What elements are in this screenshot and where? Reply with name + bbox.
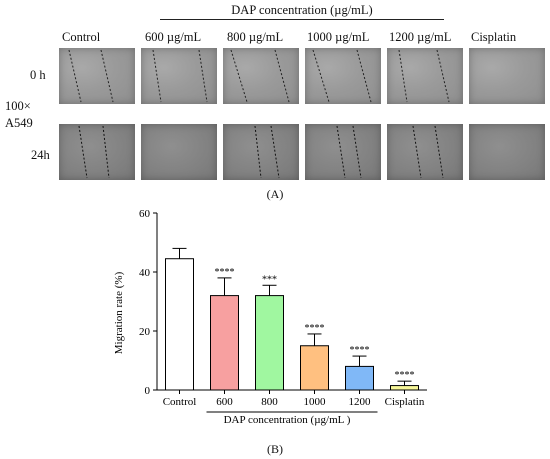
panel-a-microscopy: DAP concentration (µg/mL) Control 600 µg… [0,0,550,205]
column-label-cisplatin: Cisplatin [471,30,517,44]
micrograph-1000-0h [305,48,381,104]
significance-label: **** [215,267,235,278]
side-label-cell-line: A549 [5,116,33,130]
bar-cisplatin [390,385,419,391]
x-tick-label: 600 [216,396,233,408]
significance-label: **** [350,345,370,356]
side-label-magnification: 100× [5,99,31,113]
migration-rate-bar-chart: 0 20 40 60 Control 600 800 1000 1200 Cisplatin **… [113,208,427,426]
bar-800 [255,295,284,391]
x-axis-label: DAP concentration (µg/mL ) [224,414,351,426]
row-label-0h: 0 h [30,68,46,82]
micrograph-800-24h [223,124,299,180]
bar-1000 [300,345,329,391]
bar-1200 [345,365,374,391]
y-tick-label: 0 [145,385,151,397]
column-label-1000: 1000 µg/mL [307,30,370,44]
chart-axes: 0 20 40 60 Control 600 800 1000 1200 Cisplatin [139,208,427,413]
row-label-24h: 24h [31,148,50,162]
micrograph-control-24h [59,124,135,180]
bar-600 [210,295,239,391]
x-tick-label: 1000 [304,396,327,408]
micrograph-800-0h [223,48,299,104]
panel-b-label: (B) [267,442,283,456]
micrograph-cisplatin-24h [469,124,545,180]
micrograph-1200-24h [387,124,463,180]
column-label-800: 800 µg/mL [227,30,284,44]
chart-bars: ******************* [165,247,419,391]
y-tick-label: 40 [139,267,151,279]
dap-header-underline [160,19,444,20]
column-label-control: Control [62,30,101,44]
micrograph-600-0h [141,48,217,104]
bar-control [165,258,194,391]
micrograph-cisplatin-0h [469,48,545,104]
x-tick-label: Cisplatin [385,396,425,408]
micrograph-1000-24h [305,124,381,180]
significance-label: *** [262,274,277,285]
y-tick-label: 60 [139,208,151,220]
significance-label: **** [395,370,415,381]
x-tick-label: 800 [261,396,278,408]
column-label-1200: 1200 µg/mL [389,30,452,44]
column-label-600: 600 µg/mL [145,30,202,44]
micrograph-control-0h [59,48,135,104]
y-axis-label: Migration rate (%) [113,271,125,354]
significance-label: **** [305,323,325,334]
y-tick-label: 20 [139,326,151,338]
x-tick-label: 1200 [349,396,372,408]
micrograph-1200-0h [387,48,463,104]
micrograph-600-24h [141,124,217,180]
dap-concentration-header: DAP concentration (µg/mL) [231,3,373,17]
panel-a-label: (A) [266,187,284,201]
x-tick-label: Control [163,396,197,408]
